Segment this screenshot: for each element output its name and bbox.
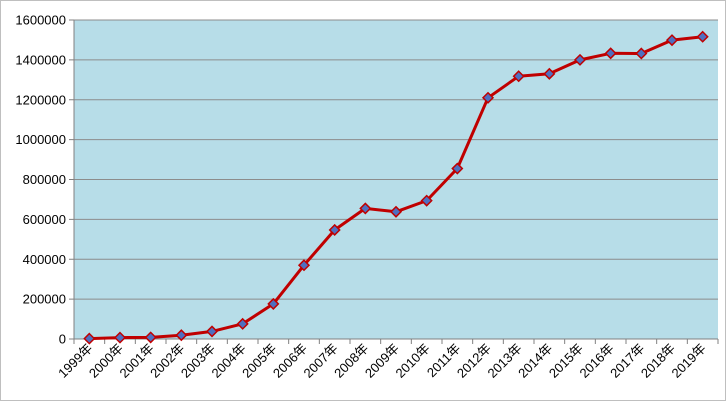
- data-point-16: [573, 53, 587, 66]
- data-point-20: [696, 30, 709, 43]
- data-point-0: [83, 332, 96, 345]
- y-tick-label-7: 1400000: [15, 52, 66, 67]
- data-point-8: [328, 223, 341, 237]
- data-point-7: [297, 259, 311, 272]
- data-point-12: [451, 162, 464, 175]
- y-tick-label-6: 1200000: [15, 92, 66, 107]
- y-tick-label-5: 1000000: [15, 132, 66, 147]
- data-point-4: [205, 325, 219, 338]
- data-point-15: [543, 67, 556, 80]
- data-point-6: [267, 297, 280, 310]
- data-point-2: [144, 331, 157, 344]
- data-point-17: [604, 47, 617, 60]
- data-point-11: [420, 194, 433, 207]
- data-point-13: [481, 91, 495, 104]
- data-point-9: [359, 202, 372, 215]
- x-axis: 1999年2000年2001年2002年2003年2004年2005年2006年…: [55, 338, 719, 381]
- x-tick-label-11: 2010年: [393, 341, 433, 381]
- y-tick-label-8: 1600000: [15, 13, 66, 28]
- y-tick-label-1: 200000: [23, 292, 66, 307]
- data-point-3: [175, 329, 188, 342]
- series-group: [83, 30, 709, 345]
- y-tick-label-0: 0: [59, 332, 66, 347]
- data-point-5: [236, 317, 249, 330]
- data-point-14: [512, 70, 525, 83]
- y-tick-label-2: 400000: [23, 252, 66, 267]
- data-point-18: [635, 47, 648, 60]
- y-axis: 0 200000 400000 600000 800000 1000000 1200000 1…: [15, 13, 75, 347]
- data-point-19: [665, 34, 679, 47]
- data-point-1: [113, 331, 127, 344]
- y-tick-label-4: 800000: [23, 172, 66, 187]
- x-tick-label-20: 2019年: [669, 341, 709, 381]
- gridlines: [74, 19, 718, 300]
- y-tick-label-3: 600000: [23, 212, 66, 227]
- data-point-10: [389, 205, 403, 218]
